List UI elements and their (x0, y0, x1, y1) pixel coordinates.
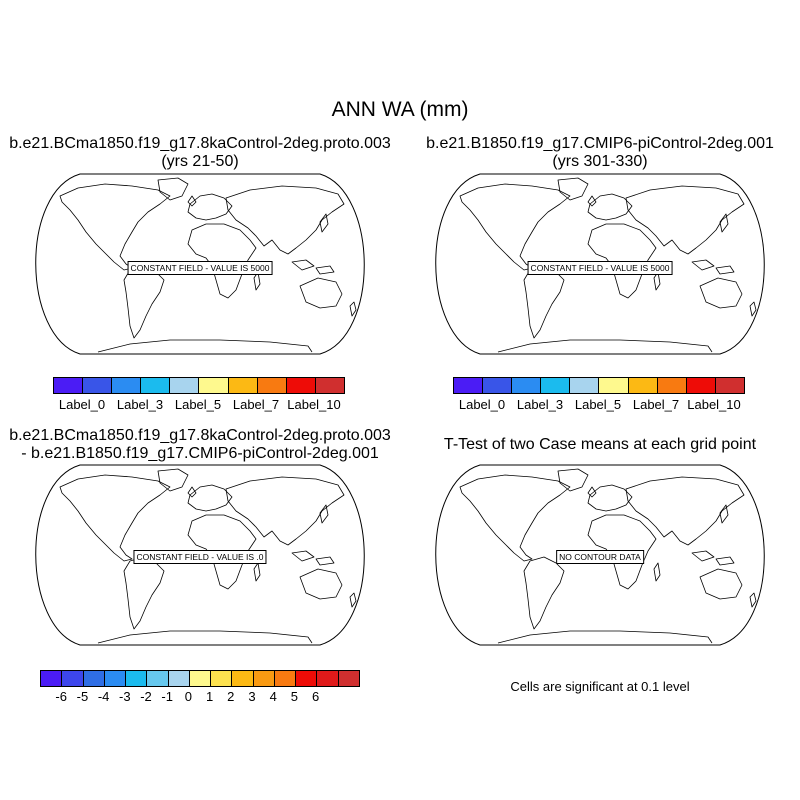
colorbar-box (83, 378, 113, 393)
colorbar-tick-label: 6 (311, 689, 320, 704)
colorbar-tick-label: 0 (184, 689, 193, 704)
colorbar-box (296, 671, 318, 686)
colorbar-tick-label: 4 (269, 689, 277, 704)
colorbar-tick-label: -5 (76, 689, 89, 704)
colorbar-box (657, 378, 687, 393)
colorbar-box (483, 378, 513, 393)
colorbar-box (338, 671, 359, 686)
colorbar-box (41, 671, 63, 686)
colorbar-box (454, 378, 484, 393)
colorbar-box (599, 378, 629, 393)
figure-title: ANN WA (mm) (331, 98, 469, 121)
panel-3-colorbar (40, 670, 360, 687)
panel-2-title: b.e21.B1850.f19_g17.CMIP6-piControl-2deg… (400, 135, 800, 171)
colorbar-box (317, 671, 339, 686)
panel-2-colorbar (453, 377, 745, 394)
colorbar-tick-label: Label_3 (516, 397, 564, 412)
colorbar-box (126, 671, 148, 686)
colorbar-box (315, 378, 344, 393)
colorbar-box (141, 378, 171, 393)
colorbar-box (253, 671, 275, 686)
panel-2-note: CONSTANT FIELD - VALUE IS 5000 (527, 261, 673, 275)
colorbar-box (62, 671, 84, 686)
colorbar-box (512, 378, 542, 393)
colorbar-tick-label: Label_7 (232, 397, 280, 412)
colorbar-box (54, 378, 84, 393)
colorbar-tick-label: Label_10 (687, 397, 741, 412)
colorbar-box (232, 671, 254, 686)
panel-4-title-line1: T-Test of two Case means at each grid po… (443, 436, 757, 453)
colorbar-box (286, 378, 316, 393)
colorbar-box (199, 378, 229, 393)
colorbar-tick-label: -2 (140, 689, 152, 704)
panel-3-title: b.e21.BCma1850.f19_g17.8kaControl-2deg.p… (0, 427, 400, 463)
colorbar-tick-label: 5 (290, 689, 299, 704)
colorbar-box (147, 671, 169, 686)
colorbar-tick-label: 3 (248, 689, 256, 704)
colorbar-box (628, 378, 658, 393)
panel-3-title-line2: - b.e21.B1850.f19_g17.CMIP6-piControl-2d… (21, 445, 379, 462)
colorbar-tick-label: Label_0 (58, 397, 106, 412)
colorbar-tick-label: 2 (227, 689, 235, 704)
colorbar-tick-label: -1 (161, 689, 173, 704)
colorbar-tick-label: Label_5 (174, 397, 222, 412)
panel-2-title-line1: b.e21.B1850.f19_g17.CMIP6-piControl-2deg… (426, 135, 774, 152)
panel-3-note: CONSTANT FIELD - VALUE IS .0 (133, 550, 267, 564)
colorbar-box (715, 378, 744, 393)
significance-note: Cells are significant at 0.1 level (510, 679, 690, 694)
colorbar-box (83, 671, 105, 686)
colorbar-tick-label: -3 (119, 689, 131, 704)
colorbar-box (168, 671, 190, 686)
colorbar-box (257, 378, 287, 393)
colorbar-box (211, 671, 233, 686)
colorbar-tick-label: 1 (205, 689, 214, 704)
colorbar-tick-label: Label_3 (116, 397, 164, 412)
colorbar-box (228, 378, 258, 393)
panel-2-title-line2: (yrs 301-330) (552, 153, 648, 170)
panel-1-note: CONSTANT FIELD - VALUE IS 5000 (127, 261, 273, 275)
panel-1-title: b.e21.BCma1850.f19_g17.8kaControl-2deg.p… (0, 135, 400, 171)
panel-1-title-line1: b.e21.BCma1850.f19_g17.8kaControl-2deg.p… (9, 135, 391, 152)
panel-1-colorbar (53, 377, 345, 394)
colorbar-box (112, 378, 142, 393)
colorbar-box (570, 378, 600, 393)
colorbar-tick-label: Label_0 (458, 397, 506, 412)
colorbar-box (541, 378, 571, 393)
colorbar-box (104, 671, 127, 686)
colorbar-tick-label: Label_10 (287, 397, 341, 412)
panel-4-note: NO CONTOUR DATA (556, 550, 644, 564)
colorbar-box (686, 378, 716, 393)
colorbar-tick-label: -6 (55, 689, 67, 704)
colorbar-box (170, 378, 200, 393)
panel-4-title: T-Test of two Case means at each grid po… (400, 436, 800, 454)
colorbar-tick-label: -4 (97, 689, 110, 704)
colorbar-tick-label: Label_5 (574, 397, 622, 412)
colorbar-tick-label: Label_7 (632, 397, 680, 412)
colorbar-box (274, 671, 297, 686)
colorbar-box (189, 671, 212, 686)
panel-3-title-line1: b.e21.BCma1850.f19_g17.8kaControl-2deg.p… (9, 427, 391, 444)
panel-1-title-line2: (yrs 21-50) (161, 153, 239, 170)
